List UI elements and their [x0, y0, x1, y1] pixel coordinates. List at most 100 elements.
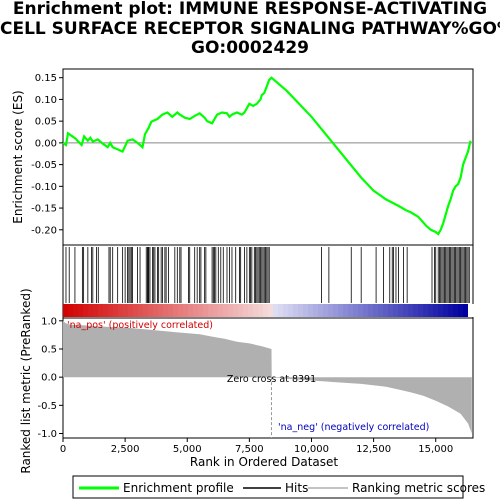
heat-cell [308, 304, 314, 317]
heat-cell [188, 304, 194, 317]
heat-cell [68, 304, 74, 317]
heat-cell [428, 304, 434, 317]
heat-cell [353, 304, 359, 317]
heat-cell [118, 304, 124, 317]
heat-cell [273, 304, 279, 317]
heat-cell [408, 304, 414, 317]
metric-y-tick-label: -1.0 [37, 429, 57, 440]
x-tick-label: 0 [60, 444, 66, 455]
x-axis: 0 2,500 5,000 7,500 10,000 12,500 15,000 [60, 438, 453, 455]
heat-cell [193, 304, 199, 317]
heat-cell [153, 304, 159, 317]
heat-cell [73, 304, 79, 317]
heat-cell [123, 304, 129, 317]
es-y-tick-label: 0.05 [35, 117, 57, 128]
heat-cell [128, 304, 134, 317]
heat-cell [338, 304, 344, 317]
hits-marks [65, 247, 470, 303]
heat-cell [183, 304, 189, 317]
metric-y-axis: 1.0 0.5 0.0 -0.5 -1.0 [37, 316, 63, 440]
es-y-tick-label: -0.05 [31, 160, 57, 171]
heat-cell [413, 304, 419, 317]
heat-cell [323, 304, 329, 317]
heat-cell [263, 304, 269, 317]
heat-cell [293, 304, 299, 317]
legend-metric-label: Ranking metric scores [352, 481, 485, 495]
title-line-3: GO:0002429 [190, 38, 309, 58]
heat-cell [113, 304, 119, 317]
legend-hits-label: Hits [285, 481, 308, 495]
x-axis-label: Rank in Ordered Dataset [190, 455, 338, 469]
x-tick-label: 5,000 [173, 444, 202, 455]
pos-correlated-label: 'na_pos' (positively correlated) [67, 320, 213, 331]
heat-cell [368, 304, 374, 317]
heat-cell [143, 304, 149, 317]
title-line-1: Enrichment plot: IMMUNE RESPONSE-ACTIVAT… [12, 0, 488, 19]
neg-correlated-label: 'na_neg' (negatively correlated) [278, 422, 429, 433]
heat-cell [268, 304, 274, 317]
zero-cross-label: Zero cross at 8391 [227, 374, 316, 385]
heat-cell [438, 304, 444, 317]
heat-cell [343, 304, 349, 317]
es-y-tick-label: 0.10 [35, 95, 57, 106]
heat-cell [448, 304, 454, 317]
heat-cell [383, 304, 389, 317]
heat-cell [78, 304, 84, 317]
metric-y-tick-label: 1.0 [41, 316, 57, 327]
es-y-label: Enrichment score (ES) [11, 90, 25, 223]
heat-cell [348, 304, 354, 317]
legend-enrichment-label: Enrichment profile [123, 481, 234, 495]
title-line-2: CELL SURFACE RECEPTOR SIGNALING PATHWAY%… [0, 18, 500, 39]
heat-cell [403, 304, 409, 317]
heat-cell [318, 304, 324, 317]
legend-box [72, 475, 464, 499]
x-tick-label: 7,500 [235, 444, 264, 455]
heat-cell [298, 304, 304, 317]
heat-cell [178, 304, 184, 317]
heat-cell [313, 304, 319, 317]
es-y-tick-label: 0.00 [35, 138, 57, 149]
heat-cell [208, 304, 214, 317]
metric-y-tick-label: 0.5 [41, 344, 57, 355]
heat-cell [203, 304, 209, 317]
heat-cell [223, 304, 229, 317]
heat-cell [93, 304, 99, 317]
chart-title: Enrichment plot: IMMUNE RESPONSE-ACTIVAT… [0, 0, 500, 59]
rank-heat-bar [63, 304, 474, 317]
heat-cell [88, 304, 94, 317]
heat-cell [358, 304, 364, 317]
heat-cell [238, 304, 244, 317]
heat-cell [158, 304, 164, 317]
heat-cell [138, 304, 144, 317]
es-y-tick-label: -0.15 [31, 204, 57, 215]
heat-cell [443, 304, 449, 317]
heat-cell [63, 304, 69, 317]
heat-cell [83, 304, 89, 317]
enrichment-profile-line [62, 76, 472, 236]
heat-cell [468, 304, 474, 317]
es-y-tick-label: -0.10 [31, 182, 57, 193]
metric-y-tick-label: 0.0 [41, 373, 57, 384]
heat-cell [218, 304, 224, 317]
heat-cell [463, 304, 469, 317]
x-tick-label: 12,500 [356, 444, 391, 455]
heat-cell [248, 304, 254, 317]
heat-cell [98, 304, 104, 317]
heat-cell [288, 304, 294, 317]
heat-cell [228, 304, 234, 317]
es-panel-frame [62, 68, 474, 246]
heat-cell [433, 304, 439, 317]
heat-cell [213, 304, 219, 317]
heat-cell [148, 304, 154, 317]
metric-y-tick-label: -0.5 [37, 401, 57, 412]
es-y-axis: 0.15 0.10 0.05 0.00 -0.05 -0.10 -0.15 -0.20 [31, 73, 63, 236]
heat-cell [333, 304, 339, 317]
heat-cell [458, 304, 464, 317]
heat-cell [423, 304, 429, 317]
heat-cell [103, 304, 109, 317]
heat-cell [168, 304, 174, 317]
heat-cell [328, 304, 334, 317]
heat-cell [363, 304, 369, 317]
heat-cell [243, 304, 249, 317]
